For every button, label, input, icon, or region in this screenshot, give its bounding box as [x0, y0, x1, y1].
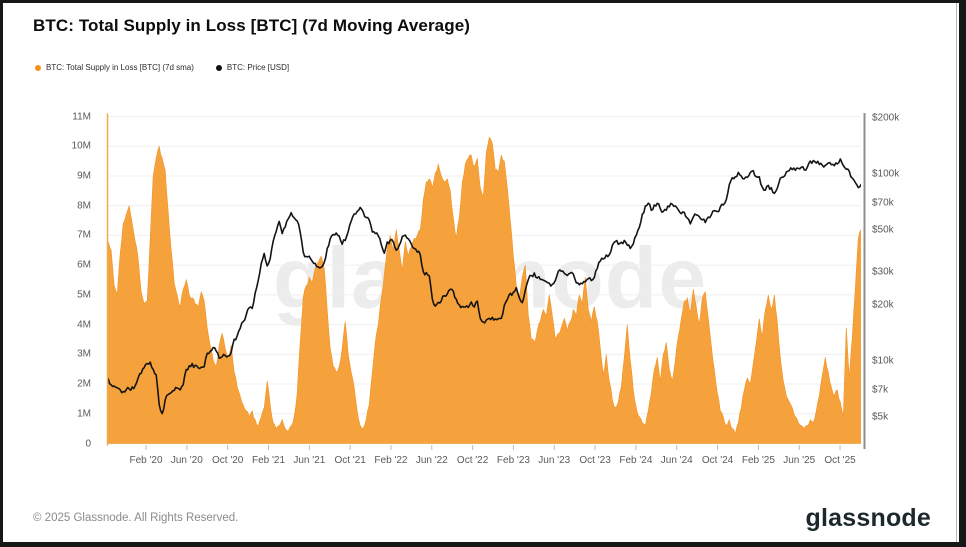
x-axis-tick-label: Feb '22	[374, 455, 408, 466]
x-axis-tick-label: Oct '21	[334, 455, 366, 466]
right-axis-tick-label: $70k	[872, 197, 894, 209]
chart-plot[interactable]	[3, 3, 966, 547]
x-axis-tick-label: Feb '24	[619, 455, 653, 466]
x-axis-tick-label: Oct '24	[701, 455, 734, 466]
left-axis-tick-label: 9M	[77, 170, 91, 182]
price-line[interactable]	[105, 158, 861, 415]
legend: BTC: Total Supply in Loss [BTC] (7d sma)…	[35, 63, 289, 72]
legend-item-price[interactable]: BTC: Price [USD]	[215, 63, 290, 72]
x-axis-tick-label: Feb '21	[251, 455, 286, 466]
right-axis-tick-label: $10k	[872, 355, 894, 367]
legend-label-supply: BTC: Total Supply in Loss [BTC] (7d sma)	[46, 63, 194, 72]
right-axis-tick-label: $5k	[872, 411, 889, 423]
x-axis-tick-label: Feb '25	[741, 455, 775, 466]
supply-in-loss-area[interactable]	[105, 136, 861, 444]
x-axis-tick-label: Oct '20	[211, 455, 244, 466]
right-axis-tick-label: $50k	[872, 224, 894, 236]
left-axis-tick-label: 11M	[72, 111, 91, 122]
left-axis-tick-label: 5M	[77, 289, 91, 301]
x-axis-tick-label: Jun '22	[415, 455, 448, 466]
x-axis-tick-label: Oct '23	[579, 455, 611, 466]
right-axis-tick-label: $7k	[872, 384, 889, 396]
legend-item-supply-in-loss[interactable]: BTC: Total Supply in Loss [BTC] (7d sma)	[35, 63, 194, 72]
left-axis-tick-label: 0	[85, 438, 91, 449]
legend-dot-price-icon	[215, 64, 222, 71]
legend-dot-supply-icon	[35, 64, 41, 71]
x-axis-tick-label: Feb '20	[129, 455, 163, 466]
x-axis-tick-label: Jun '24	[660, 455, 693, 466]
glassnode-logo: glassnode	[805, 504, 931, 532]
right-axis-tick-label: $100k	[872, 168, 900, 180]
legend-label-price: BTC: Price [USD]	[226, 63, 290, 72]
left-axis-tick-label: 8M	[77, 200, 91, 212]
right-axis-tick-label: $200k	[872, 112, 900, 124]
x-axis-tick-label: Jun '23	[538, 455, 571, 466]
page-title: BTC: Total Supply in Loss [BTC] (7d Movi…	[33, 16, 471, 35]
left-axis-tick-label: 6M	[77, 259, 91, 271]
left-axis-tick-label: 4M	[77, 319, 91, 331]
right-axis-tick-label: $30k	[872, 266, 894, 278]
left-axis-tick-label: 7M	[77, 229, 91, 241]
left-axis-tick-label: 10M	[71, 140, 91, 152]
left-axis-tick-label: 1M	[77, 408, 91, 420]
left-axis-tick-label: 2M	[77, 378, 91, 390]
right-axis-tick-label: $20k	[872, 299, 894, 311]
x-axis-tick-label: Jun '25	[783, 455, 816, 466]
x-axis-tick-label: Jun '21	[293, 455, 326, 466]
copyright-text: © 2025 Glassnode. All Rights Reserved.	[33, 512, 239, 524]
scrollbar-edge[interactable]	[956, 3, 957, 542]
x-axis-tick-label: Jun '20	[170, 455, 203, 466]
x-axis-tick-label: Feb '23	[496, 455, 530, 466]
x-axis-tick-label: Oct '25	[824, 455, 856, 466]
left-axis-tick-label: 3M	[77, 348, 91, 360]
x-axis-tick-label: Oct '22	[456, 455, 489, 466]
